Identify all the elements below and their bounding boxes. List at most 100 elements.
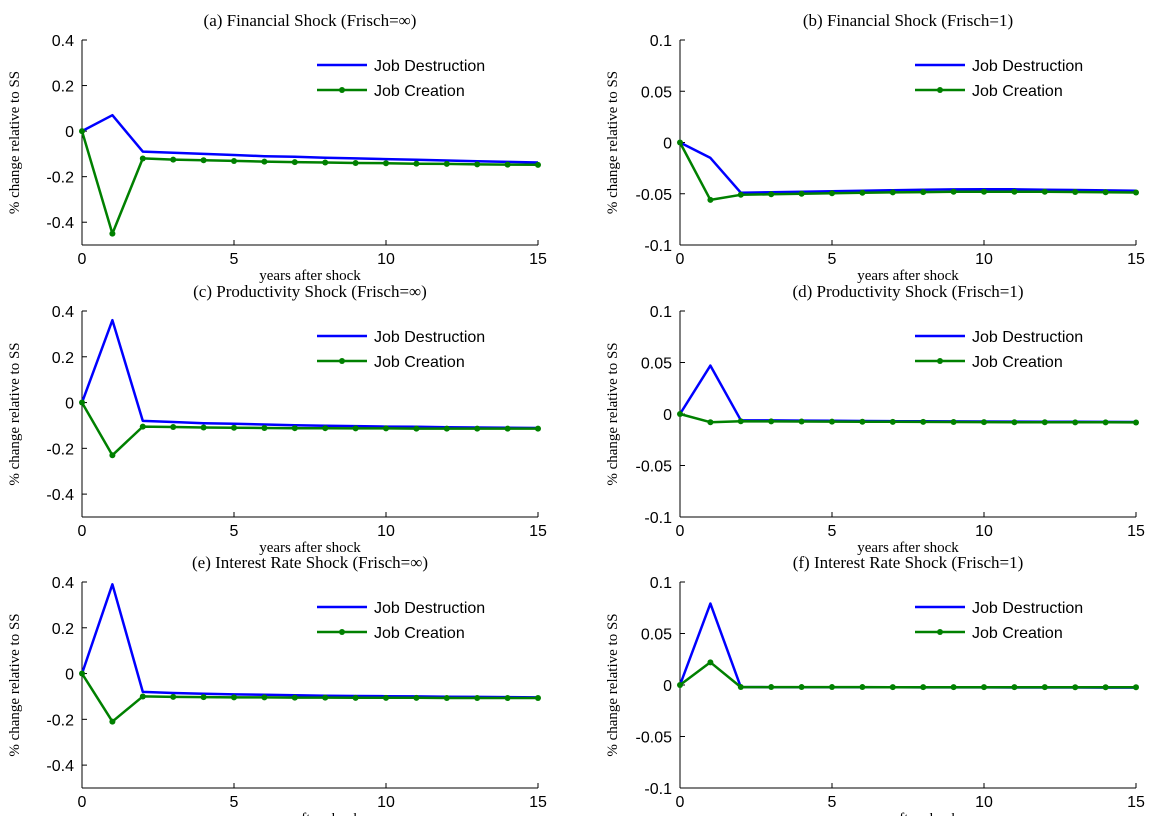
y-tick-label: -0.05 (636, 730, 673, 747)
legend-label: Job Creation (374, 354, 465, 371)
x-tick-label: 5 (828, 251, 837, 268)
x-tick-label: 10 (975, 794, 993, 811)
y-tick-label: -0.1 (644, 781, 672, 798)
data-point (474, 695, 481, 702)
data-point (231, 424, 237, 431)
data-point (1102, 684, 1109, 691)
data-point (322, 694, 329, 701)
data-point (474, 161, 481, 168)
y-tick-label: 0.2 (52, 79, 74, 96)
data-point (504, 425, 511, 432)
series-line-job-creation (80, 130, 539, 235)
legend-label: Job Destruction (972, 600, 1083, 617)
x-tick-label: 15 (1127, 523, 1145, 540)
panel-4: (e) Interest Rate Shock (Frisch=∞) 0.4 0.2… (7, 553, 547, 816)
y-tick-label: -0.2 (46, 170, 74, 187)
data-point (322, 159, 329, 166)
series-line-job-destruction (678, 364, 1137, 424)
x-axis-label: years after shock (857, 268, 959, 284)
data-point (1041, 684, 1048, 691)
data-point (261, 158, 268, 165)
data-point (768, 191, 775, 198)
data-point (829, 190, 835, 197)
y-tick-label: 0.05 (641, 84, 672, 101)
data-point (79, 128, 85, 135)
legend-marker (937, 87, 943, 93)
x-tick-label: 5 (828, 794, 837, 811)
series-line-job-creation (678, 141, 1137, 202)
panel-title: (d) Productivity Shock (Frisch=1) (792, 282, 1023, 301)
x-tick-label: 5 (230, 523, 239, 540)
legend-label: Job Destruction (374, 329, 485, 346)
series-line-job-destruction (81, 113, 539, 164)
data-point (1133, 189, 1139, 196)
legend-marker (937, 629, 943, 635)
data-point (231, 694, 237, 701)
data-point (139, 423, 146, 430)
data-point (859, 418, 866, 425)
data-point (920, 684, 927, 691)
legend-label: Job Creation (972, 354, 1063, 371)
data-point (504, 161, 511, 168)
data-point (950, 188, 957, 195)
data-point (261, 424, 268, 431)
data-point (889, 189, 896, 196)
y-tick-label: -0.05 (636, 459, 673, 476)
y-tick-label: 0 (65, 667, 74, 684)
data-point (535, 161, 541, 168)
legend-marker (339, 358, 345, 364)
data-point (707, 196, 714, 203)
data-point (383, 160, 389, 167)
data-point (1102, 189, 1109, 196)
data-point (291, 159, 298, 166)
x-tick-label: 5 (230, 794, 239, 811)
legend-label: Job Destruction (972, 329, 1083, 346)
data-point (413, 160, 420, 167)
data-point (504, 695, 511, 702)
x-tick-label: 15 (1127, 251, 1145, 268)
panel-1: (b) Financial Shock (Frisch=1)0.10.050-0… (605, 11, 1145, 284)
legend-label: Job Destruction (972, 58, 1083, 75)
data-point (1011, 684, 1018, 691)
legend-marker (937, 358, 943, 364)
data-point (950, 419, 957, 426)
panel-3: (d) Productivity Shock (Frisch=1) 0.1 0.05… (605, 282, 1145, 556)
y-tick-label: 0.05 (641, 356, 672, 373)
data-point (443, 425, 450, 432)
y-tick-label: 0.4 (52, 575, 74, 592)
data-point (859, 189, 866, 196)
data-point (291, 425, 298, 432)
x-tick-label: 10 (377, 523, 395, 540)
x-tick-label: 0 (676, 794, 685, 811)
data-point (79, 670, 85, 677)
data-point (200, 424, 207, 431)
x-tick-label: 15 (1127, 794, 1145, 811)
panel-0: (a) Financial Shock (Frisch=∞) 0.4 0.2 0 -0.… (7, 11, 547, 284)
y-tick-label: 0 (663, 136, 672, 153)
data-point (920, 418, 927, 425)
data-point (920, 189, 927, 196)
data-point (383, 694, 389, 701)
data-point (139, 155, 146, 162)
data-point (443, 695, 450, 702)
y-axis-label: % change relative to SS (605, 71, 621, 214)
data-point (1133, 419, 1139, 426)
y-axis-label: % change relative to SS (7, 71, 23, 214)
data-point (829, 684, 835, 691)
y-axis-label: % change relative to SS (7, 342, 23, 485)
y-tick-label: -0.2 (46, 441, 74, 458)
x-axis-label: years after shock (259, 268, 361, 284)
data-point (170, 424, 177, 431)
y-tick-label: -0.05 (636, 187, 673, 204)
y-axis-label: % change relative to SS (605, 342, 621, 485)
y-tick-label: 0.4 (52, 33, 74, 50)
x-tick-label: 0 (78, 523, 87, 540)
panel-2: (c) Productivity Shock (Frisch=∞) 0.4 0.2 0… (7, 282, 547, 556)
data-point (1102, 419, 1109, 426)
x-tick-label: 10 (975, 523, 993, 540)
data-point (170, 156, 177, 163)
x-axis-label: years after shock (857, 540, 959, 556)
data-point (737, 418, 744, 425)
x-tick-label: 10 (975, 251, 993, 268)
